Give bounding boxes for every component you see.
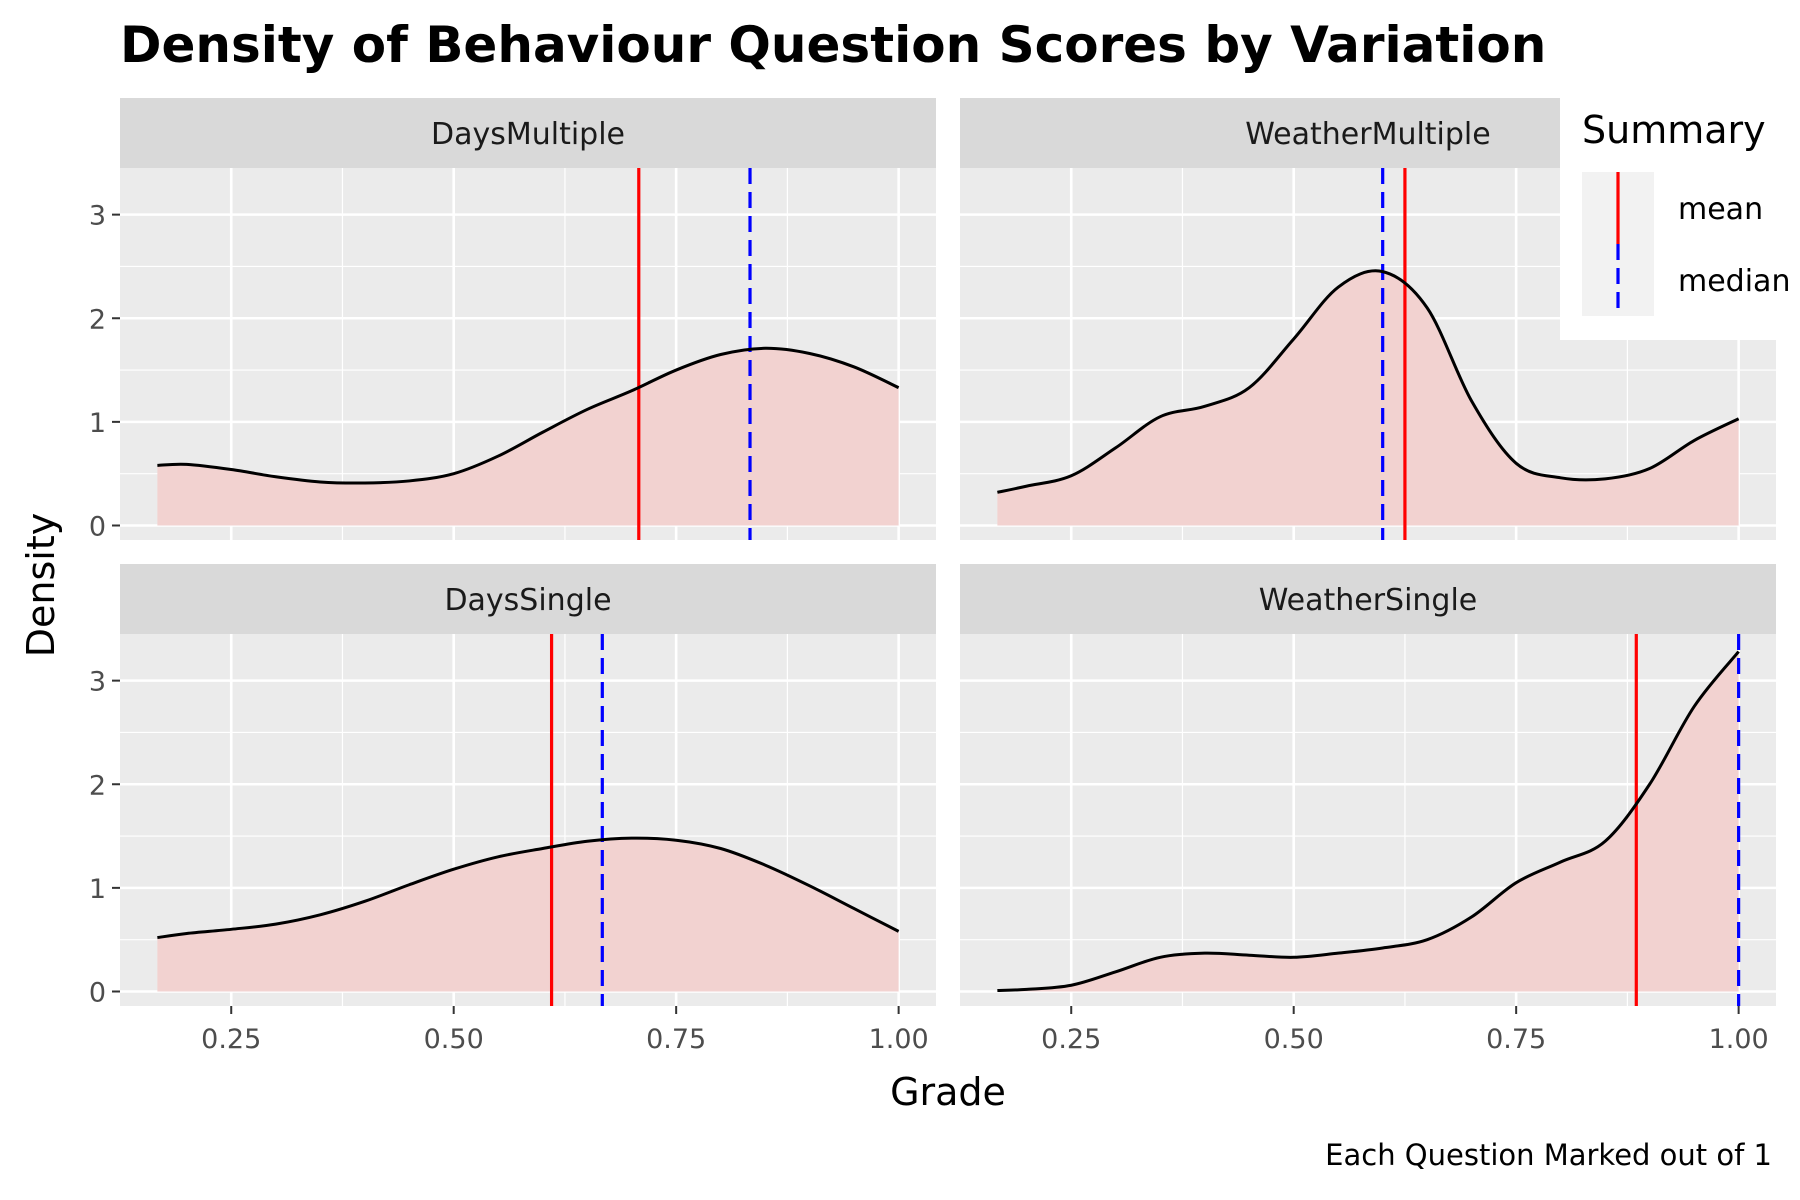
y-tick-label: 2: [89, 770, 106, 801]
legend-label-median: median: [1678, 264, 1790, 299]
density-curve: [157, 836, 900, 940]
x-tick-label: 1.00: [869, 1024, 929, 1055]
facet-strip: [120, 564, 936, 634]
density-area: [157, 348, 899, 526]
y-tick-label: 1: [89, 874, 106, 905]
x-tick-label: 0.50: [424, 1024, 484, 1055]
legend-label-mean: mean: [1678, 192, 1763, 227]
facet-strip: [120, 98, 936, 168]
x-tick-label: 0.75: [1486, 1024, 1546, 1055]
y-tick-label: 3: [89, 667, 106, 698]
chart-title: Density of Behaviour Question Scores by …: [120, 16, 1546, 74]
facet-panels: DaysMultiple WeatherMultiple DaysSingle Wea…: [120, 98, 1776, 1006]
density-area: [997, 270, 1739, 526]
density-area: [157, 838, 899, 992]
facet-strip-label: DaysSingle: [444, 583, 611, 618]
y-tick-label: 0: [89, 977, 106, 1008]
legend-title: Summary: [1582, 108, 1766, 152]
facet-strip: [960, 564, 1776, 634]
facet-panel-dayssingle: DaysSingle: [120, 564, 936, 1006]
density-area: [997, 651, 1739, 992]
facet-strip-label: WeatherSingle: [1259, 583, 1478, 618]
chart-caption: Each Question Marked out of 1: [1325, 1138, 1772, 1172]
x-tick-label: 0.50: [1264, 1024, 1324, 1055]
y-axis-title: Density: [19, 513, 63, 657]
density-curve: [997, 269, 1740, 494]
y-tick-label: 1: [89, 408, 106, 439]
y-tick-label: 2: [89, 304, 106, 335]
x-tick-label: 0.25: [1041, 1024, 1101, 1055]
y-tick-label: 3: [89, 201, 106, 232]
legend: Summary mean median: [1560, 96, 1800, 340]
axes: 0 1 2 3 0 1 2 3 0.25 0.50 0.75 1.00 0.25 0.50 0.75 1.00: [89, 201, 1769, 1055]
density-curve: [997, 650, 1740, 992]
x-tick-label: 0.75: [646, 1024, 706, 1055]
facet-strip-label: DaysMultiple: [431, 117, 625, 152]
x-tick-label: 0.25: [201, 1024, 261, 1055]
facet-panel-daysmultiple: DaysMultiple: [120, 98, 936, 540]
x-tick-label: 1.00: [1709, 1024, 1769, 1055]
facet-strip-label: WeatherMultiple: [1245, 117, 1490, 152]
facet-panel-weathersingle: WeatherSingle: [960, 564, 1776, 1006]
x-axis-title: Grade: [890, 1070, 1006, 1114]
y-tick-label: 0: [89, 511, 106, 542]
density-curve: [157, 346, 900, 485]
